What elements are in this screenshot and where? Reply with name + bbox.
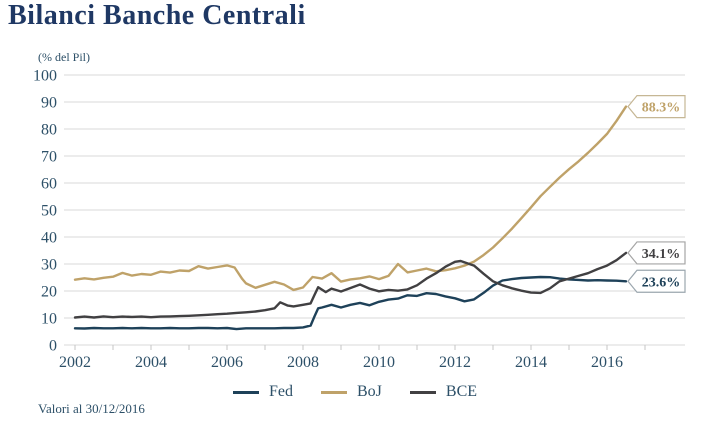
y-axis-label: 80	[41, 122, 57, 139]
legend-swatch-fed	[232, 390, 259, 394]
x-axis-label: 2004	[135, 354, 167, 371]
chart-title: Bilanci Banche Centrali	[8, 0, 306, 31]
y-axis-label: 90	[41, 95, 57, 112]
y-axis-label: 70	[41, 149, 57, 166]
end-label-boj: 88.3%	[642, 101, 681, 116]
x-axis-label: 2016	[591, 354, 623, 371]
x-axis-label: 2008	[287, 354, 319, 371]
end-label-box-bce	[627, 241, 686, 265]
y-axis-label: 100	[33, 68, 57, 85]
end-label-box-boj	[627, 94, 686, 119]
y-axis-label: 10	[41, 311, 57, 328]
legend-label-bce: BCE	[445, 383, 478, 400]
y-axis-label: 0	[49, 338, 57, 355]
series-line-fed	[73, 275, 628, 331]
legend-label-boj: BoJ	[356, 383, 382, 400]
x-axis-label: 2012	[439, 354, 471, 371]
x-axis-label: 2002	[59, 354, 91, 371]
end-label-fed: 23.6%	[642, 275, 681, 290]
y-axis-label: 20	[41, 284, 57, 301]
y-axis-label: 50	[41, 203, 57, 220]
series-line-boj	[73, 105, 628, 292]
legend: Fed BoJ BCE	[0, 381, 710, 403]
x-axis-label: 2014	[515, 354, 547, 371]
series-line-bce	[73, 251, 628, 319]
legend-label-fed: Fed	[268, 383, 293, 400]
legend-item-boj: BoJ	[320, 383, 382, 401]
y-axis-label: 60	[41, 176, 57, 193]
legend-item-fed: Fed	[232, 383, 293, 401]
y-axis-unit-label: (% del Pil)	[38, 50, 90, 64]
x-axis-label: 2010	[363, 354, 395, 371]
end-label-box-fed	[627, 269, 686, 293]
legend-swatch-bce	[409, 390, 436, 394]
footnote: Valori al 30/12/2016	[38, 401, 145, 416]
legend-swatch-boj	[320, 390, 347, 394]
end-label-bce: 34.1%	[642, 247, 681, 262]
y-axis-label: 30	[41, 257, 57, 274]
legend-item-bce: BCE	[409, 383, 478, 401]
x-axis-label: 2006	[211, 354, 243, 371]
y-axis-label: 40	[41, 230, 57, 247]
